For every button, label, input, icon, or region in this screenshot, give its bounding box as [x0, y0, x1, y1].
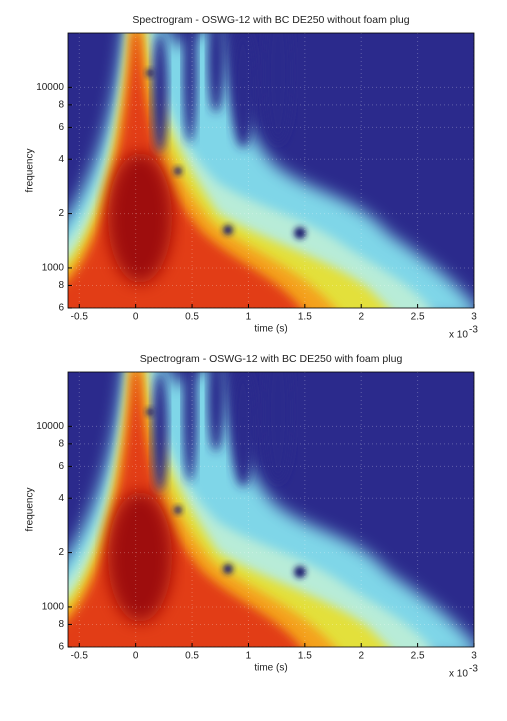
y-tick-label: 4 — [58, 493, 64, 504]
y-tick-label: 10000 — [36, 82, 64, 93]
x-tick-label: 2.5 — [411, 312, 425, 323]
panel: Spectrogram - OSWG-12 with BC DE250 with… — [25, 353, 479, 680]
heatmap-streak — [152, 372, 168, 492]
x-tick-label: 2 — [358, 312, 364, 323]
y-tick-label: 8 — [58, 280, 64, 291]
x-axis-label: time (s) — [254, 324, 287, 335]
y-tick-label: 2 — [58, 208, 64, 219]
x-tick-label: 0.5 — [185, 312, 199, 323]
y-axis-label: frequency — [25, 149, 36, 193]
heatmap-core — [108, 492, 172, 622]
heatmap — [68, 372, 474, 647]
y-tick-label: 6 — [58, 122, 64, 133]
x-tick-label: -0.5 — [71, 312, 89, 323]
chart-title: Spectrogram - OSWG-12 with BC DE250 with… — [140, 353, 403, 365]
heatmap-streak — [264, 33, 292, 143]
chart-title: Spectrogram - OSWG-12 with BC DE250 with… — [132, 14, 409, 26]
plot-area — [68, 372, 474, 647]
y-tick-label: 8 — [58, 100, 64, 111]
heatmap-hole — [174, 506, 182, 514]
panel: Spectrogram - OSWG-12 with BC DE250 with… — [25, 14, 479, 341]
heatmap-hole — [294, 227, 306, 239]
plot-frame — [67, 371, 475, 648]
heatmap-hole — [223, 225, 233, 235]
y-axis-label: frequency — [25, 488, 36, 532]
heatmap-hole — [294, 566, 306, 578]
x-tick-label: 1 — [246, 312, 252, 323]
x-tick-label: 3 — [471, 651, 477, 662]
x-tick-label: 1.5 — [298, 312, 312, 323]
x-tick-label: 0.5 — [185, 651, 199, 662]
y-tick-label: 1000 — [42, 263, 65, 274]
heatmap-streak — [208, 372, 224, 452]
x-tick-label: -0.5 — [71, 651, 89, 662]
heatmap-streak — [231, 372, 255, 487]
heatmap — [68, 33, 474, 308]
heatmap-streak — [183, 33, 197, 143]
x-tick-label: 1.5 — [298, 651, 312, 662]
x-tick-label: 2.5 — [411, 651, 425, 662]
heatmap-hole — [146, 408, 154, 416]
plot-area — [68, 33, 474, 308]
heatmap-streak — [183, 372, 197, 482]
y-tick-label: 4 — [58, 154, 64, 165]
y-tick-label: 8 — [58, 619, 64, 630]
x-tick-label: 2 — [358, 651, 364, 662]
x-tick-label: 3 — [471, 312, 477, 323]
y-tick-label: 10000 — [36, 421, 64, 432]
heatmap-core — [108, 153, 172, 283]
y-tick-label: 8 — [58, 439, 64, 450]
x-tick-label: 0 — [133, 312, 139, 323]
y-tick-label: 6 — [58, 642, 64, 653]
heatmap-streak — [208, 33, 224, 113]
x-axis-label: time (s) — [254, 663, 287, 674]
x-tick-label: 1 — [246, 651, 252, 662]
x-tick-label: 0 — [133, 651, 139, 662]
y-tick-label: 6 — [58, 303, 64, 314]
x-exponent-base: x 10 — [449, 330, 468, 341]
heatmap-streak — [264, 372, 292, 482]
heatmap-streak — [152, 33, 168, 153]
heatmap-hole — [223, 564, 233, 574]
heatmap-streak — [231, 33, 255, 148]
x-exponent: -3 — [469, 325, 478, 336]
heatmap-hole — [146, 69, 154, 77]
heatmap-hole — [174, 167, 182, 175]
plot-frame — [67, 32, 475, 309]
y-tick-label: 2 — [58, 547, 64, 558]
x-exponent-base: x 10 — [449, 669, 468, 680]
y-tick-label: 6 — [58, 461, 64, 472]
y-tick-label: 1000 — [42, 602, 65, 613]
x-exponent: -3 — [469, 664, 478, 675]
